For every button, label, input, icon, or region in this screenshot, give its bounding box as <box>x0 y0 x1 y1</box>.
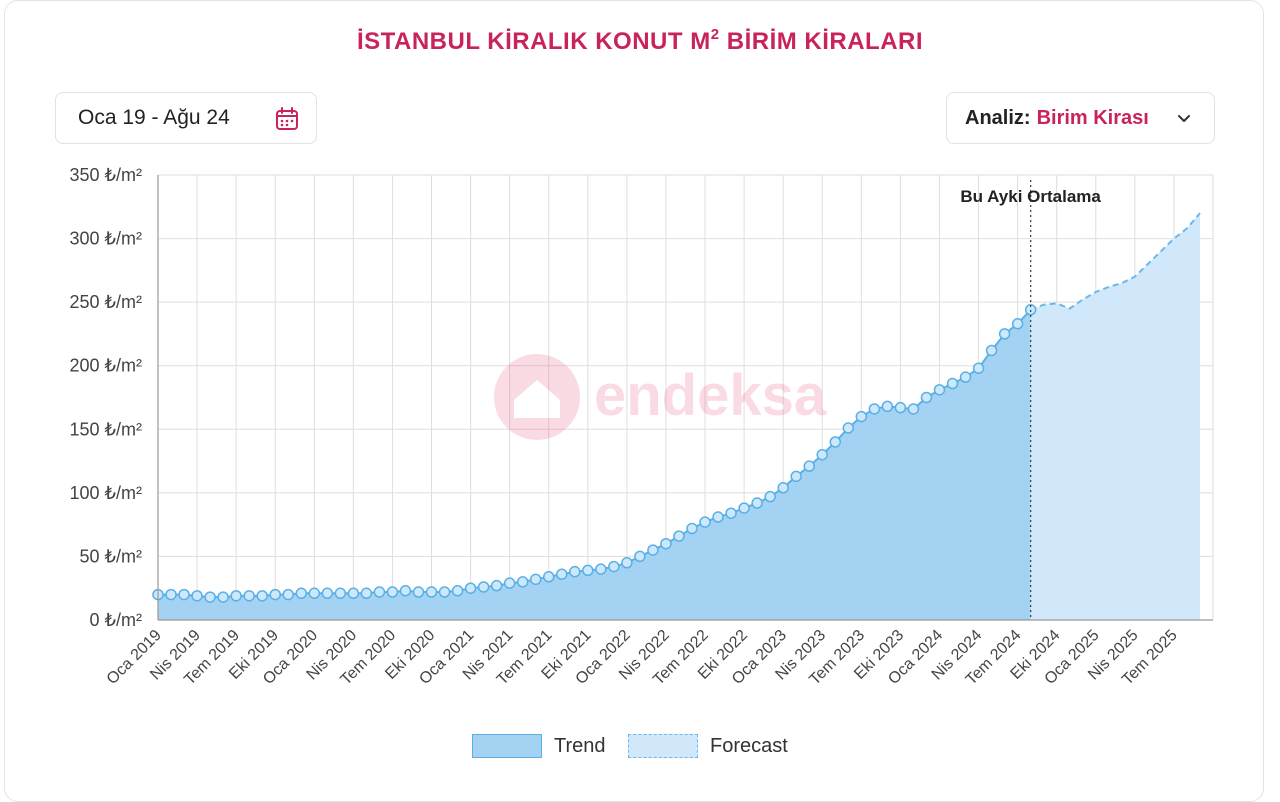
data-point <box>712 511 724 523</box>
data-point <box>907 403 920 415</box>
analysis-label: Analiz: <box>965 106 1031 129</box>
data-point <box>282 588 294 601</box>
data-point <box>1011 318 1024 330</box>
data-point <box>269 588 281 601</box>
data-point <box>868 403 881 415</box>
data-point <box>972 362 985 375</box>
data-point <box>529 573 542 586</box>
data-point <box>308 587 321 600</box>
y-tick-label: 0 ₺/m² <box>90 610 142 630</box>
data-point <box>660 537 672 550</box>
data-point <box>738 502 750 514</box>
data-point <box>725 507 737 519</box>
data-point <box>751 497 763 509</box>
data-point <box>777 482 789 494</box>
data-point <box>582 564 594 577</box>
data-point <box>334 587 347 600</box>
page-title: İSTANBUL KİRALIK KONUT M2 BİRİM KİRALARI <box>356 26 924 55</box>
data-point <box>191 590 203 602</box>
forecast-line <box>1030 212 1201 311</box>
data-point <box>295 587 308 600</box>
date-range-value: Oca 19 - Ağu 24 <box>78 106 230 129</box>
trend-swatch <box>472 734 542 758</box>
data-point <box>542 571 555 583</box>
data-point <box>165 588 177 601</box>
y-tick-label: 300 ₺/m² <box>70 229 142 249</box>
data-point <box>699 516 711 528</box>
analysis-value: Birim Kirası <box>1036 106 1149 129</box>
data-point <box>412 586 425 598</box>
data-point <box>816 448 829 461</box>
data-point <box>855 410 868 423</box>
data-point <box>946 377 959 390</box>
watermark-text: endeksa <box>594 363 827 428</box>
data-point <box>985 344 998 357</box>
data-point <box>217 591 229 603</box>
data-point <box>256 590 268 602</box>
data-point <box>894 401 907 414</box>
watermark-logo: endeksa <box>494 354 827 440</box>
y-tick-label: 50 ₺/m² <box>80 546 142 566</box>
data-point <box>608 560 620 573</box>
data-point <box>595 563 607 575</box>
forecast-area <box>1030 213 1200 620</box>
data-point <box>490 579 503 592</box>
y-tick-label: 250 ₺/m² <box>70 292 142 312</box>
house-icon <box>514 380 560 418</box>
data-point <box>204 591 216 603</box>
data-point <box>503 577 516 589</box>
data-point <box>373 586 386 598</box>
data-point <box>998 328 1011 340</box>
analysis-dropdown[interactable]: Analiz: Birim Kirası <box>946 92 1215 144</box>
data-point <box>464 582 477 594</box>
data-point <box>399 585 412 597</box>
y-tick-label: 100 ₺/m² <box>70 483 142 503</box>
current-average-label: Bu Ayki Ortalama <box>960 187 1101 206</box>
trend-points <box>152 304 1037 603</box>
data-point <box>621 557 633 569</box>
data-point <box>516 576 529 588</box>
legend-item-forecast[interactable]: Forecast <box>628 734 788 758</box>
data-point <box>634 550 646 563</box>
data-point <box>178 588 190 601</box>
watermark-badge <box>494 354 580 440</box>
data-point <box>790 470 802 483</box>
data-point <box>321 587 334 600</box>
data-point <box>438 586 451 598</box>
data-point <box>360 587 373 600</box>
data-point <box>243 590 255 602</box>
trend-area <box>158 309 1031 620</box>
date-range-picker[interactable]: Oca 19 - Ağu 24 <box>55 92 317 144</box>
data-point <box>829 436 842 448</box>
data-point <box>347 587 360 600</box>
data-point <box>647 544 659 556</box>
data-point <box>569 565 581 578</box>
data-point <box>933 384 946 396</box>
y-tick-label: 350 ₺/m² <box>70 165 142 185</box>
data-point <box>386 586 399 598</box>
y-tick-label: 150 ₺/m² <box>70 419 142 439</box>
legend-trend-label: Trend <box>554 734 606 757</box>
data-point <box>451 585 464 597</box>
data-point <box>803 460 815 472</box>
data-point <box>920 391 933 404</box>
data-point <box>764 490 776 503</box>
data-point <box>673 530 685 542</box>
data-point <box>881 400 894 413</box>
legend-item-trend[interactable]: Trend <box>472 734 606 758</box>
calendar-icon <box>276 107 298 130</box>
data-point <box>477 581 490 593</box>
data-point <box>959 371 972 383</box>
forecast-swatch <box>628 734 698 758</box>
data-point <box>425 586 438 598</box>
data-point <box>1024 304 1037 316</box>
y-tick-label: 200 ₺/m² <box>70 356 142 376</box>
chevron-down-icon <box>1178 115 1190 122</box>
legend-forecast-label: Forecast <box>710 734 788 757</box>
data-point <box>686 522 698 535</box>
data-point <box>842 422 855 434</box>
data-point <box>230 590 242 602</box>
data-point <box>556 568 568 580</box>
